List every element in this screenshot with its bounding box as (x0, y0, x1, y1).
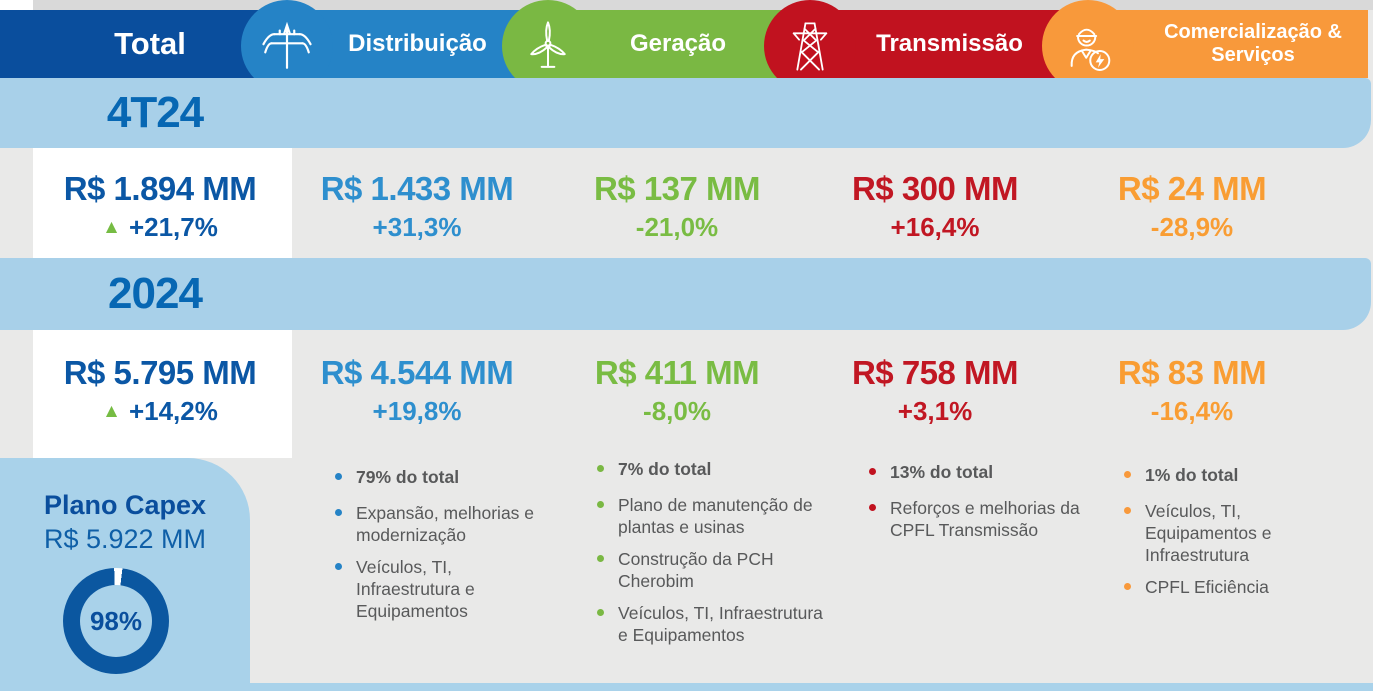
amount-text: R$ 83 MM (1117, 354, 1267, 391)
value-distribuicao-4t24: R$ 1.433 MM +31,3% (277, 170, 557, 243)
period-label-2024: 2024 (108, 269, 203, 318)
variation-line: -28,9% (1052, 212, 1332, 243)
total-card-4t24 (33, 148, 292, 258)
variation-line: +3,1% (795, 396, 1075, 427)
period-label-4t24: 4T24 (106, 88, 204, 137)
header-segment-total (0, 10, 287, 78)
header-segment-comercializacao (1088, 10, 1368, 78)
amount-text: R$ 411 MM (594, 354, 760, 391)
value-total-2024: R$ 5.795 MM ▲ +14,2% (20, 354, 300, 427)
notes-comercializacao: 1% do total Veículos, TI, Equipamentos e… (1122, 464, 1327, 608)
note-item: CPFL Eficiência (1122, 576, 1327, 598)
variation-text: -21,0% (635, 212, 719, 243)
header-segment-transmissao (810, 10, 1088, 78)
header-label-comercializacao: Comercialização & Serviços (1164, 21, 1342, 66)
note-item: 13% do total (867, 461, 1092, 483)
variation-text: +14,2% (128, 396, 218, 427)
up-triangle-icon: ▲ (102, 216, 121, 238)
value-total-4t24: R$ 1.894 MM ▲ +21,7% (20, 170, 300, 243)
variation-text: -28,9% (1150, 212, 1234, 243)
note-item: 79% do total (333, 466, 545, 488)
amount-text: R$ 5.795 MM (63, 354, 257, 391)
plan-amount: R$ 5.922 MM (43, 524, 207, 554)
total-card-2024 (33, 330, 292, 458)
note-item: Reforços e melhorias da CPFL Transmissão (867, 497, 1092, 541)
value-comercializacao-2024: R$ 83 MM -16,4% (1052, 354, 1332, 427)
value-comercializacao-4t24: R$ 24 MM -28,9% (1052, 170, 1332, 243)
plano-capex-card: Plano Capex R$ 5.922 MM 98% (0, 458, 250, 691)
variation-line: ▲ +21,7% (20, 212, 300, 243)
variation-text: +19,8% (372, 396, 462, 427)
note-item: Veículos, TI, Infraestrutura e Equipamen… (333, 556, 545, 622)
note-item: Veículos, TI, Infraestrutura e Equipamen… (595, 602, 825, 646)
note-item: 7% do total (595, 458, 825, 480)
amount-text: R$ 24 MM (1117, 170, 1267, 207)
note-item: Expansão, melhorias e modernização (333, 502, 545, 546)
variation-line: ▲ +14,2% (20, 396, 300, 427)
value-transmissao-4t24: R$ 300 MM +16,4% (795, 170, 1075, 243)
period-band-4t24: 4T24 (0, 78, 1371, 148)
notes-geracao: 7% do total Plano de manutenção de plant… (595, 458, 825, 656)
bottom-strip (0, 683, 1373, 691)
header-label-distribuicao: Distribuição (348, 30, 487, 57)
transmission-tower-icon (792, 22, 828, 71)
up-triangle-icon: ▲ (102, 400, 121, 422)
note-item: 1% do total (1122, 464, 1327, 486)
notes-transmissao: 13% do total Reforços e melhorias da CPF… (867, 461, 1092, 551)
header-label-total: Total (114, 26, 186, 61)
plan-title: Plano Capex (43, 490, 207, 520)
note-item: Construção da PCH Cherobim (595, 548, 825, 592)
value-transmissao-2024: R$ 758 MM +3,1% (795, 354, 1075, 427)
amount-text: R$ 1.433 MM (320, 170, 514, 207)
distribuicao-icon-circle (241, 0, 333, 92)
variation-text: +3,1% (897, 396, 973, 427)
note-item: Plano de manutenção de plantas e usinas (595, 494, 825, 538)
transmissao-icon-circle (764, 0, 856, 92)
variation-text: -8,0% (643, 396, 711, 427)
amount-text: R$ 4.544 MM (320, 354, 514, 391)
plan-donut-label: 98% (80, 585, 152, 657)
wind-turbine-icon (530, 21, 566, 68)
variation-line: -16,4% (1052, 396, 1332, 427)
geracao-icon-circle (502, 0, 594, 92)
worker-icon (1070, 28, 1111, 72)
header-label-geracao: Geração (629, 30, 727, 57)
variation-text: +21,7% (128, 212, 218, 243)
value-geracao-4t24: R$ 137 MM -21,0% (537, 170, 817, 243)
amount-text: R$ 758 MM (851, 354, 1019, 391)
header-label-transmissao: Transmissão (876, 30, 1023, 57)
comercializacao-icon-circle (1042, 0, 1134, 92)
amount-text: R$ 300 MM (851, 170, 1019, 207)
amount-text: R$ 1.894 MM (63, 170, 257, 207)
variation-text: +16,4% (890, 212, 980, 243)
top-strip (0, 0, 1373, 10)
notes-distribuicao: 79% do total Expansão, melhorias e moder… (333, 466, 545, 632)
amount-text: R$ 137 MM (593, 170, 761, 207)
variation-line: +19,8% (277, 396, 557, 427)
power-pole-icon (262, 21, 312, 69)
note-item: Veículos, TI, Equipamentos e Infraestrut… (1122, 500, 1327, 566)
variation-line: +16,4% (795, 212, 1075, 243)
variation-line: +31,3% (277, 212, 557, 243)
top-left-notch (0, 0, 33, 10)
variation-text: -16,4% (1150, 396, 1234, 427)
variation-line: -21,0% (537, 212, 817, 243)
variation-line: -8,0% (537, 396, 817, 427)
value-geracao-2024: R$ 411 MM -8,0% (537, 354, 817, 427)
value-distribuicao-2024: R$ 4.544 MM +19,8% (277, 354, 557, 427)
variation-text: +31,3% (372, 212, 462, 243)
plan-donut-chart: 98% (63, 568, 169, 674)
period-band-2024: 2024 (0, 258, 1371, 330)
